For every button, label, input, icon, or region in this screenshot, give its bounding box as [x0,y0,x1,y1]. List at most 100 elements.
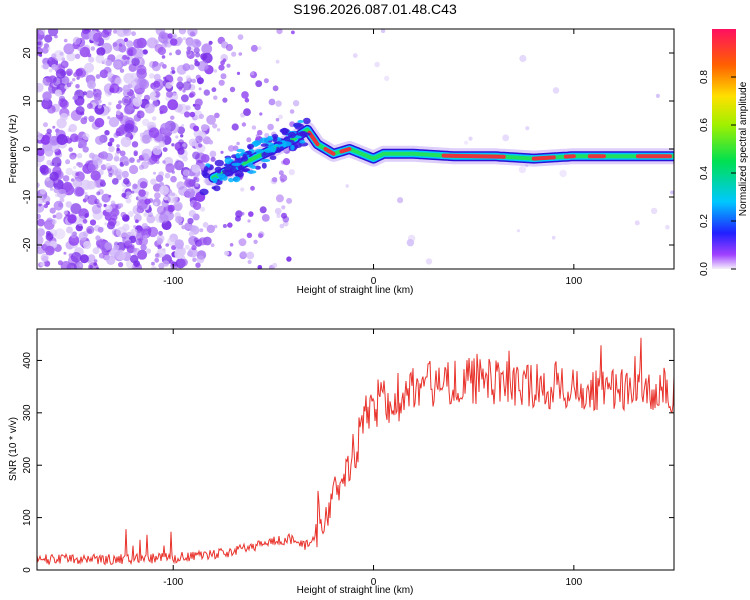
spectral-speckle [107,141,113,147]
spectral-speckle [159,110,164,115]
spectral-speckle [56,134,68,145]
spectral-speckle [243,108,251,116]
spectral-speckle [66,226,73,234]
spectral-speckle [65,159,71,165]
trace-blob [224,170,234,177]
spectral-speckle [191,164,201,173]
spectral-speckle [158,32,169,44]
chart-title: S196.2026.087.01.48.C43 [293,1,457,17]
spectral-speckle [240,250,247,258]
spectral-speckle [246,251,255,260]
spectral-speckle [42,63,49,70]
spectrogram-trace [199,117,674,196]
spectral-speckle [72,36,81,45]
spectral-speckle [502,134,510,142]
spectral-speckle [144,198,151,205]
spectral-speckle [78,231,88,241]
spectral-speckle [179,258,188,267]
trace-blob [254,149,265,154]
spectral-speckle [46,159,53,166]
spectral-speckle [113,29,118,34]
spectral-speckle [108,194,112,198]
spectral-speckle [188,64,195,71]
spectral-speckle [118,203,124,208]
spectral-speckle [94,104,105,115]
spectral-speckle [115,130,121,137]
spectral-speckle [374,61,380,68]
spectral-speckle [156,146,161,150]
spectrogram-y-tick-label: -10 [22,189,33,204]
spectral-speckle [156,133,166,143]
spectral-speckle [132,183,138,190]
snr-y-tick-label: 400 [22,352,33,369]
spectral-speckle [227,223,231,227]
spectral-speckle [115,103,122,110]
spectral-speckle [263,78,269,84]
snr-plot-area [37,329,674,570]
spectral-speckle [104,130,110,136]
spectral-speckle [159,84,164,89]
spectral-speckle [65,68,73,76]
spectral-speckle [40,261,45,267]
spectral-speckle [275,100,282,107]
spectral-speckle [159,185,170,196]
colorbar-tick-label: 0.4 [699,166,710,180]
spectral-speckle [163,76,167,80]
spectral-speckle [275,194,284,203]
spectral-speckle [231,51,237,57]
snr-panel: -100 0 100 0 100 200 300 400 Height of straight… [8,328,675,596]
spectral-speckle [198,162,206,170]
trace-blob [297,120,305,123]
spectral-speckle [108,101,112,106]
spectrogram-y-tick-label: 20 [22,47,33,59]
spectral-speckle [87,80,96,89]
spectral-speckle [108,116,120,128]
spectral-speckle [634,220,640,226]
spectral-speckle [77,46,82,51]
spectral-speckle [397,197,404,204]
trace-blob [214,159,224,167]
spectral-speckle [90,46,96,51]
spectral-speckle [108,145,115,153]
spectral-speckle [72,78,76,82]
spectral-speckle [231,123,239,131]
spectral-speckle [51,64,58,70]
spectral-speckle [129,164,139,175]
spectral-speckle [68,123,78,133]
spectral-speckle [184,222,192,230]
spectral-speckle [200,53,208,61]
spectral-speckle [51,157,62,167]
spectral-speckle [177,161,182,165]
spectral-speckle [187,247,198,258]
spectral-speckle [89,265,93,269]
spectral-speckle [114,168,123,177]
spectral-speckle [58,95,66,102]
spectral-speckle [246,232,253,238]
spectral-speckle [170,175,177,183]
spectral-speckle [93,93,102,101]
spectral-speckle [49,207,56,214]
spectral-speckle [169,259,174,264]
snr-y-label: SNR (10 * v/v) [8,417,19,481]
spectral-speckle [193,125,199,132]
spectral-speckle [158,141,166,148]
spectral-speckle [92,247,100,255]
spectral-speckle [181,94,189,103]
spectral-speckle [37,182,40,188]
snr-line [37,337,674,566]
spectral-speckle [82,29,90,35]
spectral-speckle [200,154,210,163]
spectral-speckle [665,224,670,230]
spectral-speckle [191,78,197,84]
spectral-speckle [213,95,218,100]
spectral-speckle [96,244,101,249]
trace-blob [212,176,218,184]
spectral-speckle [120,136,132,148]
spectral-speckle [131,31,137,37]
trace-blob [213,185,221,192]
spectral-speckle [282,158,291,166]
spectral-speckle [241,122,247,127]
spectral-speckle [192,103,196,107]
spectral-speckle [86,103,93,109]
spectral-speckle [274,207,282,215]
